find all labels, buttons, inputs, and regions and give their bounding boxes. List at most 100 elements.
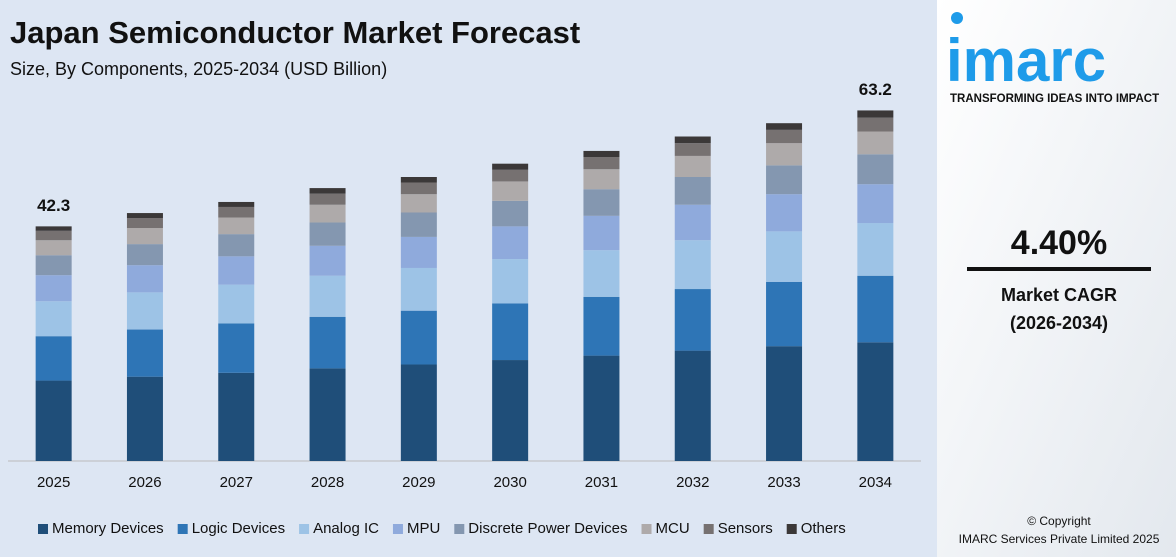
bar-segment	[857, 184, 894, 224]
bar-segment	[35, 226, 72, 231]
bar-segment	[400, 267, 437, 311]
x-tick-label: 2025	[37, 474, 70, 491]
legend-label: Discrete Power Devices	[468, 520, 627, 537]
legend-label: Memory Devices	[52, 520, 164, 537]
bar-segment	[857, 342, 894, 461]
bar-segment	[218, 323, 255, 373]
company: IMARC Services Private Limited 2025	[959, 532, 1160, 546]
bar-segment	[583, 250, 620, 297]
cagr-period: (2026-2034)	[1010, 313, 1108, 333]
x-tick-label: 2030	[493, 474, 526, 491]
bar-segment	[857, 154, 894, 185]
bar-segment	[309, 368, 346, 461]
legend-label: MPU	[407, 520, 440, 537]
bar-segment	[674, 177, 711, 205]
bar-segment	[400, 194, 437, 213]
x-tick-label: 2031	[585, 474, 618, 491]
x-tick-label: 2028	[311, 474, 344, 491]
bar-segment	[492, 169, 529, 182]
legend-swatch	[392, 524, 403, 534]
bar-segment	[583, 355, 620, 461]
bar-segment	[218, 206, 255, 218]
bar-segment	[126, 213, 163, 219]
x-tick-label: 2027	[220, 474, 253, 491]
bar-segment	[218, 201, 255, 207]
bar-segment	[492, 226, 529, 260]
logo: imarc	[946, 27, 1106, 94]
legend-label: Analog IC	[313, 520, 379, 537]
copyright: © Copyright	[1027, 514, 1091, 528]
cagr-label: Market CAGR	[1001, 285, 1117, 305]
bar-segment	[492, 303, 529, 361]
bar-segment	[674, 136, 711, 144]
bar-segment	[309, 245, 346, 276]
bar-segment	[492, 181, 529, 201]
bar-segment	[218, 234, 255, 257]
legend-swatch	[299, 524, 310, 534]
bar-segment	[400, 310, 437, 365]
bar-segment	[218, 256, 255, 285]
legend-swatch	[703, 524, 714, 534]
bar-segment	[309, 188, 346, 194]
bar-segment	[583, 150, 620, 158]
legend-label: MCU	[656, 520, 690, 537]
logo-dot	[951, 12, 963, 24]
bar-segment	[126, 228, 163, 245]
cagr-value: 4.40%	[1011, 224, 1107, 262]
bar-segment	[674, 143, 711, 156]
bar-segment	[674, 155, 711, 177]
bar-segment	[492, 200, 529, 227]
bar-segment	[583, 189, 620, 216]
bar-segment	[766, 129, 803, 144]
divider	[967, 267, 1151, 271]
bar-segment	[583, 157, 620, 170]
bar-segment	[35, 301, 72, 337]
bar-segment	[126, 244, 163, 266]
legend-label: Logic Devices	[192, 520, 285, 537]
sidebar-background	[937, 0, 1176, 557]
bar-segment	[492, 259, 529, 304]
bar-segment	[126, 329, 163, 377]
bar-segment	[218, 217, 255, 235]
bar-segment	[126, 265, 163, 293]
bar-segment	[35, 240, 72, 256]
bar-segment	[674, 240, 711, 290]
bar-segment	[857, 223, 894, 276]
bar-segment	[400, 212, 437, 237]
bar-segment	[766, 143, 803, 166]
x-tick-label: 2033	[767, 474, 800, 491]
bar-segment	[857, 131, 894, 155]
x-tick-label: 2034	[859, 474, 892, 491]
bar-segment	[400, 364, 437, 461]
total-label: 63.2	[859, 80, 892, 99]
bar-segment	[309, 275, 346, 317]
bar-segment	[35, 275, 72, 302]
legend-label: Sensors	[718, 520, 773, 537]
chart-subtitle: Size, By Components, 2025-2034 (USD Bill…	[10, 59, 387, 79]
x-tick-label: 2029	[402, 474, 435, 491]
x-tick-label: 2026	[128, 474, 161, 491]
tagline: TRANSFORMING IDEAS INTO IMPACT	[950, 93, 1159, 105]
bar-segment	[309, 204, 346, 223]
bar-segment	[857, 110, 894, 118]
bar-segment	[857, 117, 894, 132]
bar-segment	[309, 193, 346, 205]
bar-segment	[766, 346, 803, 461]
chart-title: Japan Semiconductor Market Forecast	[10, 15, 580, 50]
bar-segment	[583, 215, 620, 251]
bar-segment	[126, 292, 163, 330]
bar-segment	[492, 360, 529, 461]
bar-segment	[766, 231, 803, 282]
bar-segment	[218, 372, 255, 461]
bar-segment	[35, 255, 72, 276]
legend-swatch	[786, 524, 797, 534]
bar-segment	[674, 204, 711, 241]
legend-swatch	[454, 524, 465, 534]
bar-segment	[400, 182, 437, 195]
bar-segment	[766, 194, 803, 232]
bar-segment	[35, 380, 72, 461]
bar-segment	[400, 236, 437, 268]
legend-label: Others	[801, 520, 846, 537]
bar-segment	[766, 165, 803, 195]
